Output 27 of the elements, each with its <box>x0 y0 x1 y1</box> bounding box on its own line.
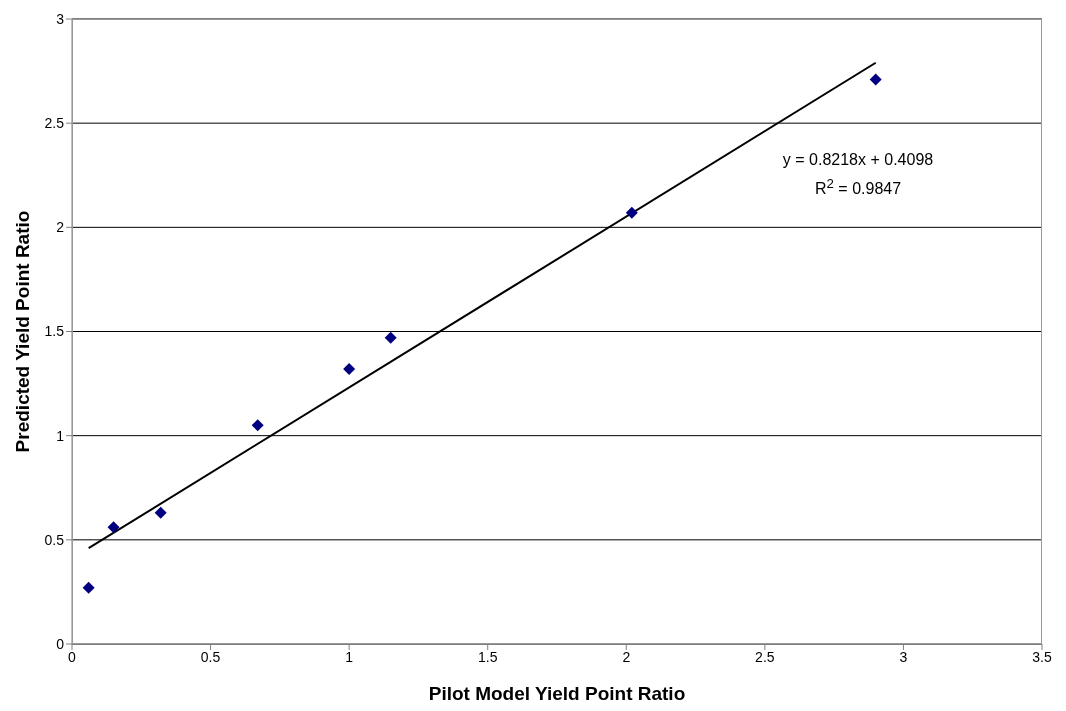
x-axis-title: Pilot Model Yield Point Ratio <box>428 683 686 704</box>
x-tick-label: 3 <box>899 648 908 665</box>
y-tick-label: 0 <box>56 635 65 652</box>
x-tick-label: 1 <box>345 648 354 665</box>
y-tick-label: 3 <box>56 10 65 27</box>
y-tick-label: 1 <box>56 427 65 444</box>
x-tick-label: 1.5 <box>477 648 498 665</box>
x-tick-label: 2 <box>622 648 631 665</box>
y-axis-title: Predicted Yield Point Ratio <box>11 210 33 453</box>
annotation: y = 0.8218x + 0.4098 <box>781 150 935 170</box>
point <box>384 331 397 344</box>
x-tick-label: 0.5 <box>200 648 221 665</box>
point <box>343 363 356 375</box>
x-tick-label: 2.5 <box>755 648 775 665</box>
y-tick-label: 1.5 <box>44 323 65 340</box>
point <box>154 506 167 519</box>
x-tick-label: 3.5 <box>1032 648 1052 665</box>
point <box>82 581 95 594</box>
point <box>251 419 264 432</box>
annotation: R$^{2}$ = 0.9847 <box>813 175 903 200</box>
y-tick-label: 0.5 <box>44 531 65 548</box>
point <box>869 73 882 86</box>
point <box>107 521 120 534</box>
y-tick-label: 2 <box>56 219 65 236</box>
point <box>625 206 638 219</box>
x-tick-label: 0 <box>68 648 77 665</box>
y-tick-label: 2.5 <box>44 115 65 132</box>
